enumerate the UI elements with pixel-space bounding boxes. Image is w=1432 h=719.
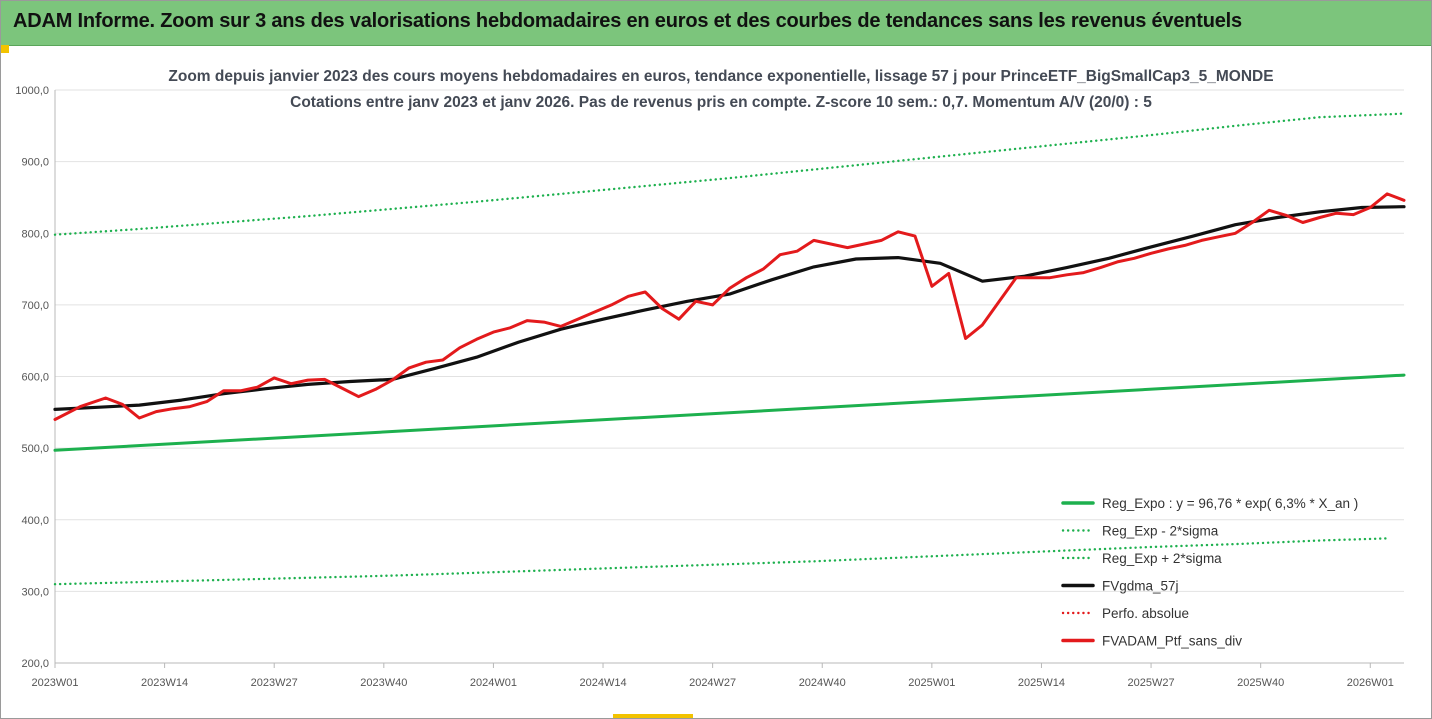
x-tick-label: 2023W27 — [251, 677, 298, 689]
legend-label: Reg_Expo : y = 96,76 * exp( 6,3% * X_an … — [1102, 496, 1358, 511]
y-tick-label: 700,0 — [21, 300, 49, 312]
legend-label: FVgdma_57j — [1102, 579, 1179, 594]
x-tick-label: 2026W01 — [1347, 677, 1394, 689]
chart-title-line-1: Zoom depuis janvier 2023 des cours moyen… — [168, 68, 1273, 85]
x-tick-label: 2025W01 — [908, 677, 955, 689]
x-tick-label: 2023W14 — [141, 677, 188, 689]
y-tick-label: 900,0 — [21, 157, 49, 169]
x-tick-label: 2024W27 — [689, 677, 736, 689]
x-tick-label: 2025W14 — [1018, 677, 1065, 689]
y-tick-label: 300,0 — [21, 586, 49, 598]
x-axis-ticks: 2023W01 2023W14 2023W27 2023W40 2024W01 2024W… — [31, 663, 1394, 689]
chart-title: Zoom depuis janvier 2023 des cours moyen… — [168, 68, 1273, 111]
series-line-1 — [53, 373, 1406, 452]
x-tick-label: 2025W27 — [1128, 677, 1175, 689]
x-tick-label: 2024W01 — [470, 677, 517, 689]
report-banner: ADAM Informe. Zoom sur 3 ans des valoris… — [1, 1, 1431, 46]
y-tick-label: 600,0 — [21, 372, 49, 384]
y-tick-label: 1000,0 — [15, 85, 49, 97]
legend-label: FVADAM_Ptf_sans_div — [1102, 634, 1242, 649]
chart-series — [53, 112, 1406, 586]
y-tick-label: 400,0 — [21, 515, 49, 527]
series-line-3 — [53, 112, 1406, 236]
series-line-6 — [53, 192, 1406, 421]
series-line-2 — [53, 537, 1389, 586]
legend-label: Perfo. absolue — [1102, 606, 1189, 621]
x-tick-label: 2024W40 — [799, 677, 846, 689]
x-tick-label: 2024W14 — [579, 677, 626, 689]
yellow-accent-bottom — [613, 714, 693, 718]
report-title: ADAM Informe. Zoom sur 3 ans des valoris… — [13, 10, 1242, 32]
y-tick-label: 500,0 — [21, 443, 49, 455]
series-line-4 — [53, 205, 1406, 411]
chart-legend: Reg_Expo : y = 96,76 * exp( 6,3% * X_an … — [1061, 496, 1358, 649]
y-tick-label: 200,0 — [21, 658, 49, 670]
yellow-accent-left — [1, 45, 9, 53]
grid-lines — [54, 89, 1404, 664]
x-tick-label: 2023W40 — [360, 677, 407, 689]
x-tick-label: 2025W40 — [1237, 677, 1284, 689]
legend-label: Reg_Exp + 2*sigma — [1102, 551, 1222, 566]
chart-title-line-2: Cotations entre janv 2023 et janv 2026. … — [290, 94, 1152, 111]
x-tick-label: 2023W01 — [31, 677, 78, 689]
y-axis-ticks: 200,0 300,0 400,0 500,0 600,0 700,0 800,0 900,0… — [15, 85, 49, 670]
y-tick-label: 800,0 — [21, 228, 49, 240]
legend-label: Reg_Exp - 2*sigma — [1102, 524, 1219, 539]
